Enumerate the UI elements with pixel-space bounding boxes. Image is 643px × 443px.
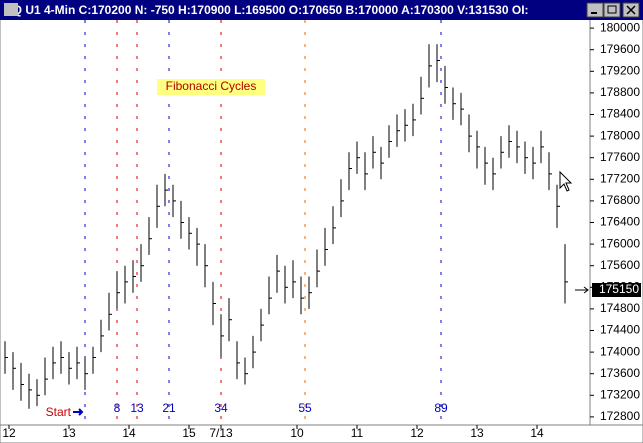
close-icon (626, 5, 636, 15)
y-tick-label: 173600 (600, 366, 640, 380)
y-tick-label: 176400 (600, 215, 640, 229)
y-tick-label: 173200 (600, 387, 640, 401)
y-tick-label: 176000 (600, 236, 640, 250)
window-icon[interactable] (4, 3, 18, 16)
x-tick-label: 14 (122, 426, 136, 440)
cycle-label: 34 (214, 401, 228, 415)
x-tick-label: 13 (62, 426, 76, 440)
minimize-button[interactable] (586, 2, 604, 18)
y-tick-label: 177600 (600, 150, 640, 164)
y-tick-label: 178800 (600, 85, 640, 99)
start-label: Start (46, 405, 72, 419)
y-tick-label: 175600 (600, 258, 640, 272)
x-tick-label: 11 (351, 426, 364, 440)
cycle-label: 13 (130, 401, 144, 415)
maximize-icon (607, 5, 617, 14)
start-arrow (73, 408, 84, 416)
maximize-button[interactable] (603, 2, 621, 18)
x-tick-label: 7/13 (209, 426, 233, 440)
window-title: NQ U1 4-Min C:170200 N: -750 H:170900 L:… (4, 3, 529, 17)
mouse-cursor (559, 170, 573, 192)
x-tick-label: 13 (470, 426, 484, 440)
title-bar (0, 0, 643, 20)
cycle-label: 55 (298, 401, 312, 415)
y-tick-label: 178000 (600, 128, 640, 142)
x-tick-label: 10 (290, 426, 304, 440)
annotation-box (157, 79, 265, 95)
y-tick-label: 176800 (600, 193, 640, 207)
y-tick-label: 180000 (600, 20, 640, 34)
y-tick-label: 174400 (600, 323, 640, 337)
x-tick-label: 12 (2, 426, 16, 440)
last-price-arrow (575, 286, 589, 294)
window-buttons (586, 2, 640, 18)
title-clip: NQ U1 4-Min C:170200 N: -750 H:170900 L:… (4, 3, 529, 17)
y-tick-label: 178400 (600, 107, 640, 121)
last-price-box (592, 283, 641, 297)
y-tick-label: 179200 (600, 63, 640, 77)
y-tick-label: 179600 (600, 42, 640, 56)
cycle-label: 8 (114, 401, 121, 415)
x-tick-label: 14 (530, 426, 544, 440)
last-price-label: 175150 (599, 282, 639, 296)
y-tick-label: 174800 (600, 301, 640, 315)
y-tick-label: 174000 (600, 344, 640, 358)
cycle-label: 21 (162, 401, 176, 415)
plot: 1728001732001736001740001744001748001752… (2, 20, 641, 440)
annotation: Fibonacci Cycles (166, 79, 257, 93)
y-tick-label: 177200 (600, 171, 640, 185)
x-tick-label: 12 (410, 426, 424, 440)
cycle-label: 89 (434, 401, 448, 415)
y-tick-label: 172800 (600, 409, 640, 423)
x-tick-label: 15 (182, 426, 196, 440)
